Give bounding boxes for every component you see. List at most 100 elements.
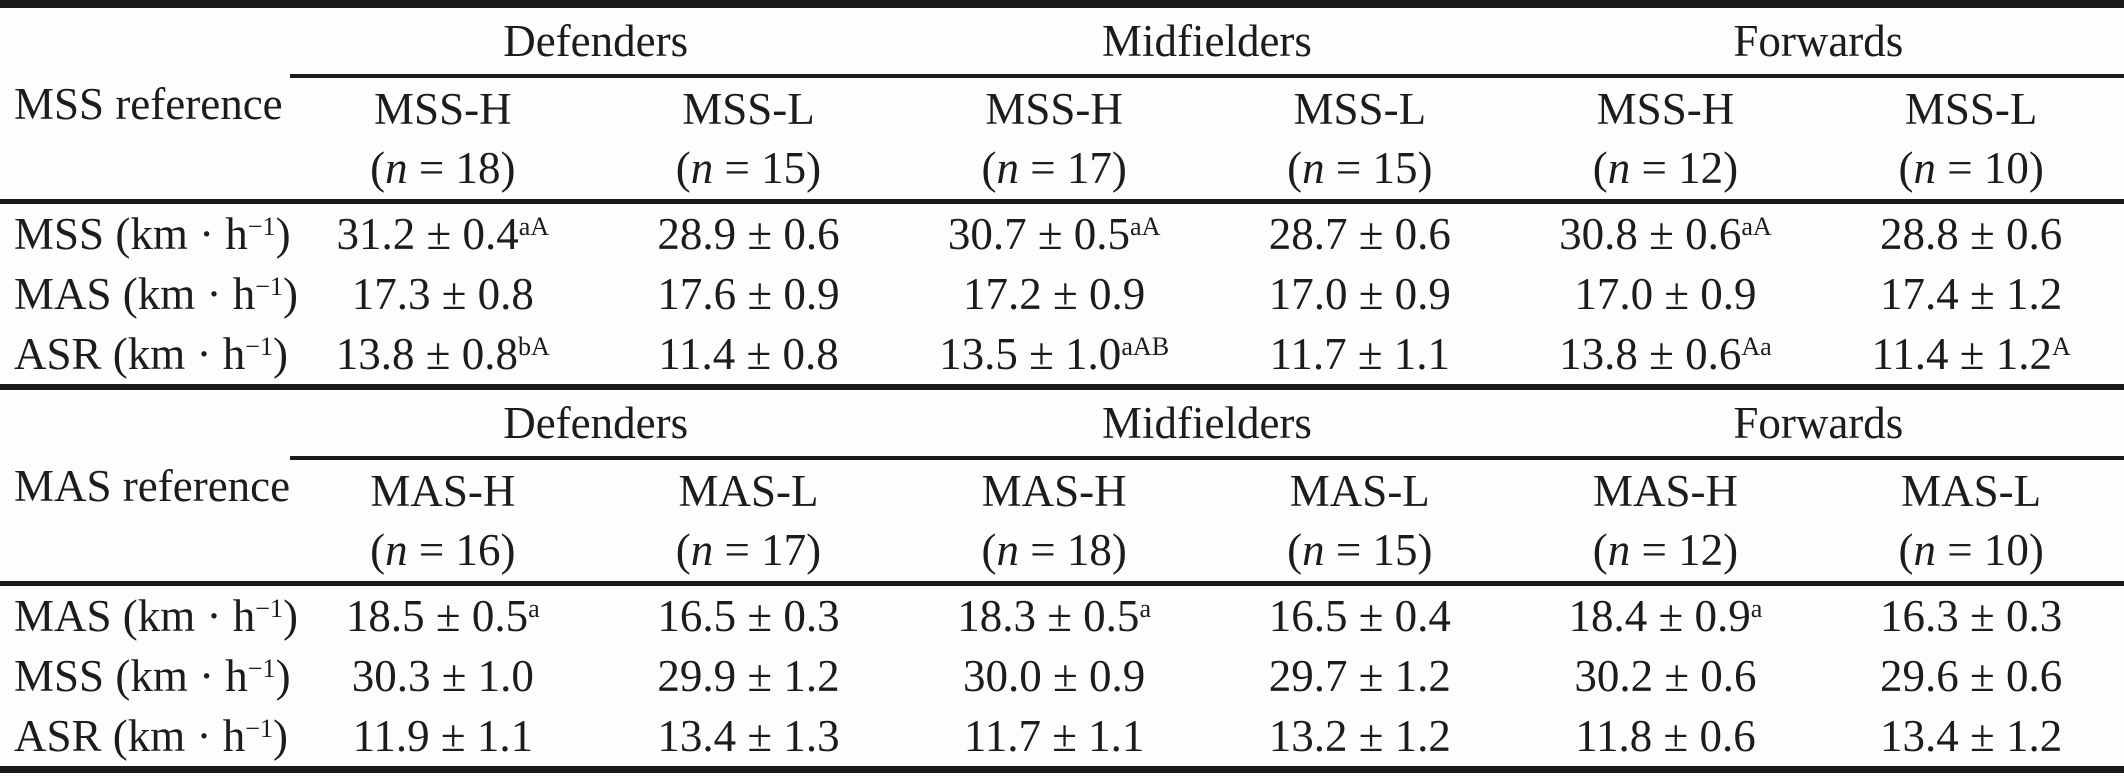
column-header: MAS-H (n = 16) (290, 458, 596, 586)
column-label: MAS-L (1901, 466, 2042, 516)
column-header: MSS-L (n = 15) (595, 76, 902, 204)
value: 17.0 ± 0.9 (1268, 269, 1451, 319)
value: 30.2 ± 0.6 (1574, 651, 1757, 701)
value: 13.5 ± 1.0 (939, 329, 1122, 379)
value-cell: 29.9 ± 1.2 (596, 646, 902, 706)
column-label: MSS-H (985, 84, 1123, 134)
value: 18.5 ± 0.5 (345, 591, 529, 641)
n-rest: = 15) (713, 142, 822, 193)
n-rest: = 17) (713, 524, 822, 575)
value-cell: 13.4 ± 1.3 (596, 706, 902, 770)
n-symbol: n (1302, 524, 1325, 575)
n-open: ( (675, 524, 691, 575)
value-cell: 29.6 ± 0.6 (1818, 646, 2124, 706)
n-rest: = 17) (1018, 142, 1127, 193)
column-n-label: (n = 18) (981, 525, 1126, 575)
value-cell: 11.8 ± 0.6 (1513, 706, 1819, 770)
table-row-mss: MSS (km · h−1) 30.3 ± 1.0 29.9 ± 1.2 30.… (0, 646, 2124, 706)
value: 11.9 ± 1.1 (352, 711, 534, 761)
column-label: MSS-H (1596, 84, 1735, 134)
value: 30.3 ± 1.0 (351, 651, 534, 701)
table-row-asr: ASR (km · h−1) 11.9 ± 1.1 13.4 ± 1.3 11.… (0, 706, 2124, 770)
n-symbol: n (1302, 142, 1325, 193)
subheader-row: MAS-H (n = 16) MAS-L (n = 17) MAS-H (n =… (0, 458, 2124, 586)
significance-superscript: A (2051, 331, 2071, 361)
significance-superscript: a (1750, 593, 1763, 623)
group-header-defenders: Defenders (290, 4, 902, 78)
row-label: MAS (km · h−1) (0, 264, 298, 324)
column-label: MSS-H (374, 84, 512, 134)
group-header-row: MSS reference Defenders Midfielders Forw… (0, 4, 2124, 204)
value: 17.3 ± 0.8 (351, 269, 534, 319)
metric-unit-close: ) (273, 329, 289, 379)
value: 17.2 ± 0.9 (963, 269, 1146, 319)
column-header: MAS-L (n = 10) (1818, 458, 2124, 586)
significance-superscript: aA (518, 211, 550, 241)
n-open: ( (1898, 142, 1914, 193)
column-n-label: (n = 10) (1898, 143, 2043, 193)
value-cell: 11.4 ± 1.2A (1818, 324, 2124, 387)
value: 17.0 ± 0.9 (1574, 269, 1757, 319)
metric-unit: (km · h (101, 711, 246, 761)
column-n-label: (n = 12) (1593, 525, 1738, 575)
value-cell: 13.8 ± 0.6Aa (1513, 324, 1819, 387)
n-open: ( (1592, 524, 1608, 575)
value: 13.4 ± 1.3 (657, 711, 840, 761)
row-label: MAS (km · h−1) (0, 584, 298, 647)
metric-unit: (km · h (104, 651, 248, 701)
value: 11.4 ± 0.8 (658, 329, 839, 379)
value: 28.7 ± 0.6 (1268, 209, 1451, 259)
column-n-label: (n = 15) (1287, 525, 1432, 575)
column-header: MAS-L (n = 17) (595, 458, 902, 586)
value-cell: 17.6 ± 0.9 (596, 264, 902, 324)
mas-reference-table: MAS reference Defenders Midfielders Forw… (0, 390, 2124, 773)
metric-name: ASR (14, 711, 102, 761)
value-cell: 17.2 ± 0.9 (901, 264, 1207, 324)
column-n-label: (n = 15) (1287, 143, 1432, 193)
value-cell: 17.3 ± 0.8 (290, 264, 596, 324)
n-rest: = 18) (407, 142, 516, 193)
table-row-mas: MAS (km · h−1) 18.5 ± 0.5 a 16.5 ± 0.3 18… (0, 584, 2124, 647)
value-cell: 16.5 ± 0.3 (596, 584, 902, 647)
column-label: MSS-L (682, 84, 815, 134)
reference-label: MAS reference (0, 390, 290, 586)
n-open: ( (981, 142, 997, 193)
value-cell: 28.8 ± 0.6 (1818, 202, 2124, 265)
n-rest: = 16) (407, 524, 516, 575)
value: 18.4 ± 0.9 (1568, 591, 1751, 641)
column-label: MSS-L (1293, 84, 1427, 134)
column-n-label: (n = 16) (370, 525, 515, 575)
group-header-midfielders: Midfielders (901, 390, 1513, 460)
value: 11.4 ± 1.2 (1871, 329, 2052, 379)
table-row-asr: ASR (km · h−1) 13.8 ± 0.8bA 11.4 ± 0.8 1… (0, 324, 2124, 387)
n-symbol: n (690, 524, 714, 575)
n-rest: = 12) (1630, 142, 1739, 193)
n-rest: = 10) (1935, 524, 2044, 575)
metric-unit-exponent: −1 (245, 713, 274, 743)
value: 29.9 ± 1.2 (657, 651, 840, 701)
column-n-label: (n = 10) (1898, 525, 2043, 575)
value-cell: 13.2 ± 1.2 (1207, 706, 1513, 770)
column-header: MSS-H (n = 17) (901, 76, 1207, 204)
reference-label: MSS reference (0, 4, 290, 204)
significance-superscript: a (1139, 593, 1152, 623)
column-header: MSS-L (n = 10) (1818, 76, 2124, 204)
n-open: ( (1898, 524, 1914, 575)
metric-unit-close: ) (283, 591, 299, 641)
significance-superscript: Aa (1741, 331, 1772, 361)
column-n-label: (n = 17) (981, 143, 1126, 193)
column-header: MSS-L (n = 15) (1206, 76, 1513, 204)
value-cell: 11.7 ± 1.1 (1207, 324, 1513, 387)
n-open: ( (1287, 142, 1303, 193)
value: 13.8 ± 0.6 (1559, 329, 1742, 379)
metric-unit-close: ) (283, 269, 299, 319)
row-label: ASR (km · h−1) (0, 706, 290, 770)
group-header-row: MAS reference Defenders Midfielders Forw… (0, 390, 2124, 586)
value: 17.4 ± 1.2 (1880, 269, 2063, 319)
value: 28.8 ± 0.6 (1880, 209, 2063, 259)
value-cell: 11.4 ± 0.8 (596, 324, 902, 387)
column-n-label: (n = 15) (676, 143, 821, 193)
subheader-row: MSS-H (n = 18) MSS-L (n = 15) MSS-H (n =… (0, 76, 2124, 204)
n-open: ( (981, 524, 997, 575)
